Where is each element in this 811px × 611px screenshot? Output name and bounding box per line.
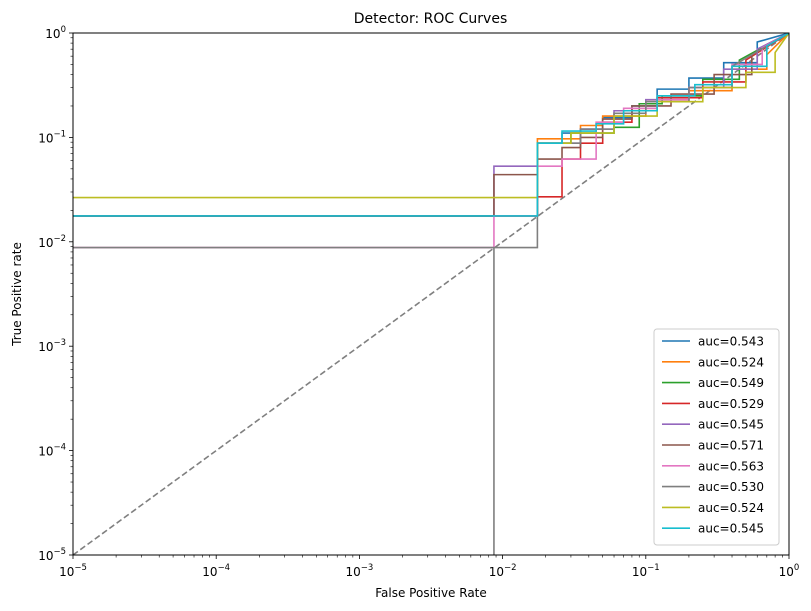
- x-tick-label: 10−3: [345, 563, 373, 579]
- x-tick-label: 10−4: [202, 563, 230, 579]
- roc-series-line-5: [73, 33, 789, 217]
- y-tick-label: 10−1: [38, 129, 66, 145]
- legend-label-7: auc=0.563: [698, 459, 764, 473]
- x-tick-label: 10−5: [59, 563, 87, 579]
- x-axis-label: False Positive Rate: [375, 586, 487, 600]
- x-tick-label: 10−1: [632, 563, 660, 579]
- roc-series-line-1: [73, 33, 789, 217]
- roc-series-line-3: [73, 33, 789, 217]
- legend-label-10: auc=0.545: [698, 522, 764, 536]
- chart-title: Detector: ROC Curves: [354, 11, 508, 27]
- legend-label-9: auc=0.524: [698, 501, 764, 515]
- roc-series-line-10: [73, 33, 789, 217]
- y-axis-ticks: 10−5 10−4 10−3 10−2 10−1 100: [38, 25, 73, 563]
- x-tick-label: 10−2: [489, 563, 517, 579]
- legend-label-4: auc=0.529: [698, 397, 764, 411]
- x-axis-ticks: 10−5 10−4 10−3 10−2 10−1 100: [59, 555, 799, 579]
- legend: auc=0.543 auc=0.524 auc=0.549 auc=0.529 auc=…: [653, 328, 780, 546]
- y-axis-label: True Positive rate: [10, 242, 24, 347]
- roc-series-line-6: [73, 33, 789, 217]
- legend-label-5: auc=0.545: [698, 418, 764, 432]
- legend-label-1: auc=0.543: [698, 335, 764, 349]
- x-tick-label: 100: [779, 563, 800, 579]
- y-tick-label: 100: [45, 25, 66, 41]
- legend-label-2: auc=0.524: [698, 355, 764, 369]
- y-tick-label: 10−4: [38, 443, 66, 459]
- series-layer: [73, 33, 789, 555]
- plot-frame: [72, 32, 790, 556]
- y-tick-label: 10−2: [38, 234, 66, 250]
- roc-series-line-9: [73, 33, 789, 199]
- legend-label-8: auc=0.530: [698, 480, 764, 494]
- y-tick-label: 10−5: [38, 547, 66, 563]
- legend-label-3: auc=0.549: [698, 376, 764, 390]
- roc-series-line-4: [73, 33, 789, 217]
- diagonal-chance-line: [73, 33, 789, 555]
- legend-label-6: auc=0.571: [698, 439, 764, 453]
- roc-series-line-2: [73, 33, 789, 217]
- y-tick-label: 10−3: [38, 338, 66, 354]
